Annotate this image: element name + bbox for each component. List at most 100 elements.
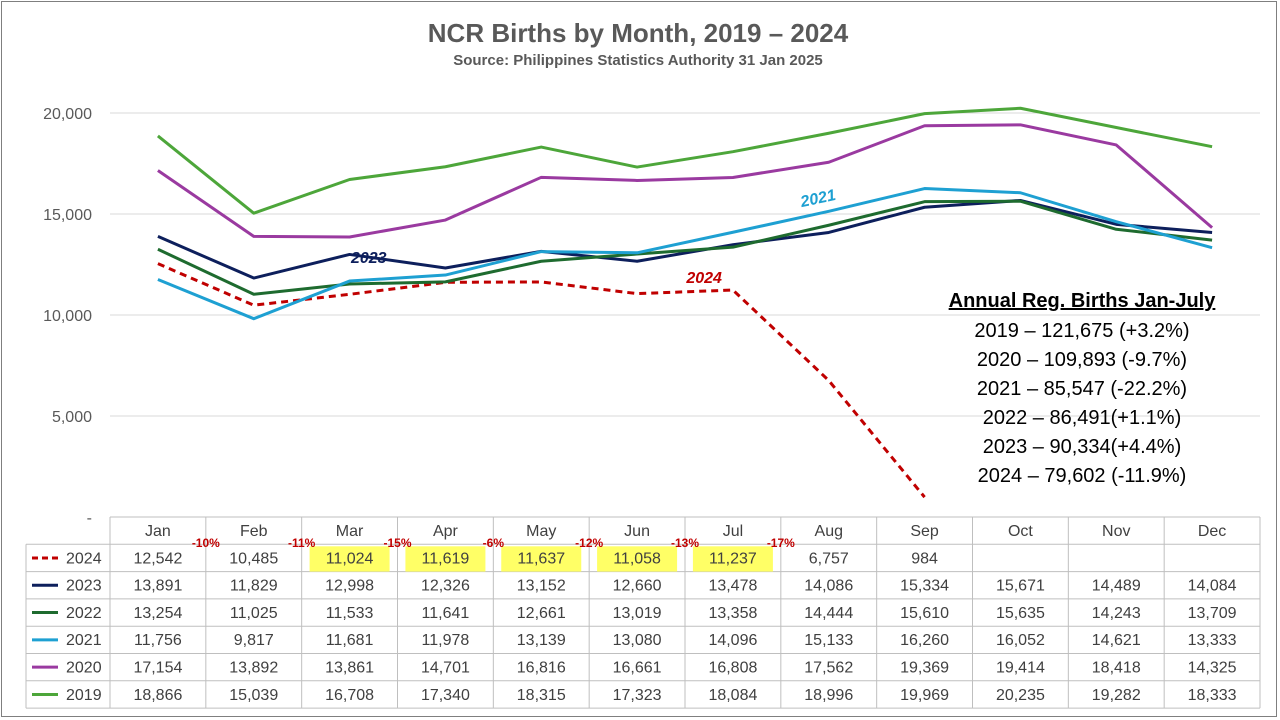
series-line-2020 — [157, 123, 1214, 239]
table-cell: 12,998 — [325, 578, 374, 595]
y-tick-label: - — [87, 510, 92, 527]
annual-summary-row: 2023 – 90,334(+4.4%) — [982, 436, 1182, 458]
table-cell: 14,096 — [708, 632, 757, 649]
table-cell: 20,235 — [996, 687, 1045, 704]
month-label-mar: Mar — [336, 523, 364, 540]
table-cell: 17,154 — [133, 660, 182, 677]
table-cell: 11,024 — [326, 550, 374, 567]
table-cell: 13,861 — [325, 660, 374, 677]
table-cell: 16,052 — [996, 632, 1045, 649]
table-cell: 13,478 — [708, 578, 757, 595]
month-label-jan: Jan — [145, 523, 171, 540]
table-cell: 14,489 — [1092, 578, 1141, 595]
y-tick-label: 5,000 — [52, 409, 92, 426]
change-label-2024: -12% — [575, 536, 603, 550]
table-cell: 11,829 — [230, 578, 278, 595]
table-cell: 984 — [911, 550, 938, 567]
month-label-dec: Dec — [1198, 523, 1226, 540]
legend-label-2023: 2023 — [66, 578, 102, 595]
table-cell: 13,709 — [1188, 605, 1237, 622]
table-cell: 18,315 — [517, 687, 566, 704]
annual-summary-row: 2022 – 86,491(+1.1%) — [982, 407, 1182, 429]
table-cell: 14,086 — [804, 578, 853, 595]
table-cell: 11,756 — [134, 632, 182, 649]
change-label-2024: -13% — [671, 536, 699, 550]
table-cell: 15,039 — [229, 687, 278, 704]
table-cell: 15,334 — [900, 578, 949, 595]
highlight-2024-jul — [692, 546, 773, 572]
table-cell: 11,237 — [709, 550, 757, 567]
table-cell: 16,661 — [613, 660, 662, 677]
table-cell: 11,619 — [422, 550, 470, 567]
table-cell: 19,282 — [1092, 687, 1141, 704]
table-cell: 14,621 — [1092, 632, 1141, 649]
table-cell: 13,891 — [133, 578, 182, 595]
table-cell: 18,866 — [133, 687, 182, 704]
table-cell: 19,969 — [900, 687, 949, 704]
table-cell: 15,133 — [804, 632, 853, 649]
table-cell: 12,661 — [517, 605, 566, 622]
table-cell: 11,637 — [517, 550, 565, 567]
change-label-2024: -15% — [383, 536, 411, 550]
highlight-2024-jun — [597, 546, 678, 572]
table-cell: 14,325 — [1188, 660, 1237, 677]
table-cell: 12,660 — [613, 578, 662, 595]
annual-summary-row: 2020 – 109,893 (-9.7%) — [976, 349, 1188, 371]
table-cell: 13,892 — [229, 660, 278, 677]
legend-label-2019: 2019 — [66, 687, 102, 704]
month-label-nov: Nov — [1102, 523, 1130, 540]
series-annotation-2024: 2024 — [685, 270, 722, 287]
table-cell: 13,152 — [517, 578, 566, 595]
month-label-jun: Jun — [624, 523, 650, 540]
table-cell: 11,025 — [230, 605, 278, 622]
table-cell: 11,978 — [422, 632, 470, 649]
y-tick-label: 20,000 — [43, 106, 92, 123]
table-cell: 13,139 — [517, 632, 566, 649]
change-label-2024: -17% — [767, 536, 795, 550]
table-cell: 12,326 — [421, 578, 470, 595]
highlight-2024-may — [501, 546, 582, 572]
annual-summary-row: 2019 – 121,675 (+3.2%) — [974, 320, 1190, 342]
legend-label-2024: 2024 — [66, 550, 102, 567]
chart-title: NCR Births by Month, 2019 – 2024 — [427, 18, 849, 48]
month-label-may: May — [526, 523, 556, 540]
series-line-2021 — [157, 187, 1213, 321]
table-cell: 17,323 — [613, 687, 662, 704]
table-cell: 18,418 — [1092, 660, 1141, 677]
highlight-2024-apr — [405, 546, 486, 572]
legend-label-2022: 2022 — [66, 605, 102, 622]
month-label-apr: Apr — [433, 523, 459, 540]
table-cell: 14,243 — [1092, 605, 1141, 622]
table-cell: 18,084 — [708, 687, 757, 704]
table-cell: 13,019 — [613, 605, 662, 622]
table-cell: 6,757 — [809, 550, 849, 567]
table-cell: 18,333 — [1188, 687, 1237, 704]
series-line-2019 — [156, 106, 1213, 215]
series-line-2024 — [157, 262, 926, 499]
month-label-aug: Aug — [815, 523, 843, 540]
chart-subtitle: Source: Philippines Statistics Authority… — [453, 52, 823, 69]
table-cell: 12,542 — [133, 550, 182, 567]
y-tick-label: 15,000 — [43, 207, 92, 224]
y-tick-label: 10,000 — [43, 308, 92, 325]
table-cell: 13,254 — [133, 605, 182, 622]
annual-summary-row: 2021 – 85,547 (-22.2%) — [976, 378, 1188, 400]
table-cell: 18,996 — [804, 687, 853, 704]
annual-summary-heading: Annual Reg. Births Jan-July — [948, 290, 1216, 312]
month-label-jul: Jul — [723, 523, 743, 540]
month-label-feb: Feb — [240, 523, 268, 540]
table-cell: 13,080 — [613, 632, 662, 649]
series-line-2022 — [157, 199, 1213, 296]
change-label-2024: -6% — [483, 536, 505, 550]
series-annotation-2023: 2023 — [350, 250, 387, 267]
legend-label-2020: 2020 — [66, 660, 102, 677]
table-cell: 19,414 — [996, 660, 1045, 677]
table-cell: 11,681 — [326, 632, 374, 649]
table-cell: 11,058 — [613, 550, 661, 567]
month-label-oct: Oct — [1008, 523, 1033, 540]
legend-label-2021: 2021 — [66, 632, 102, 649]
table-cell: 11,641 — [422, 605, 470, 622]
table-cell: 14,084 — [1188, 578, 1237, 595]
